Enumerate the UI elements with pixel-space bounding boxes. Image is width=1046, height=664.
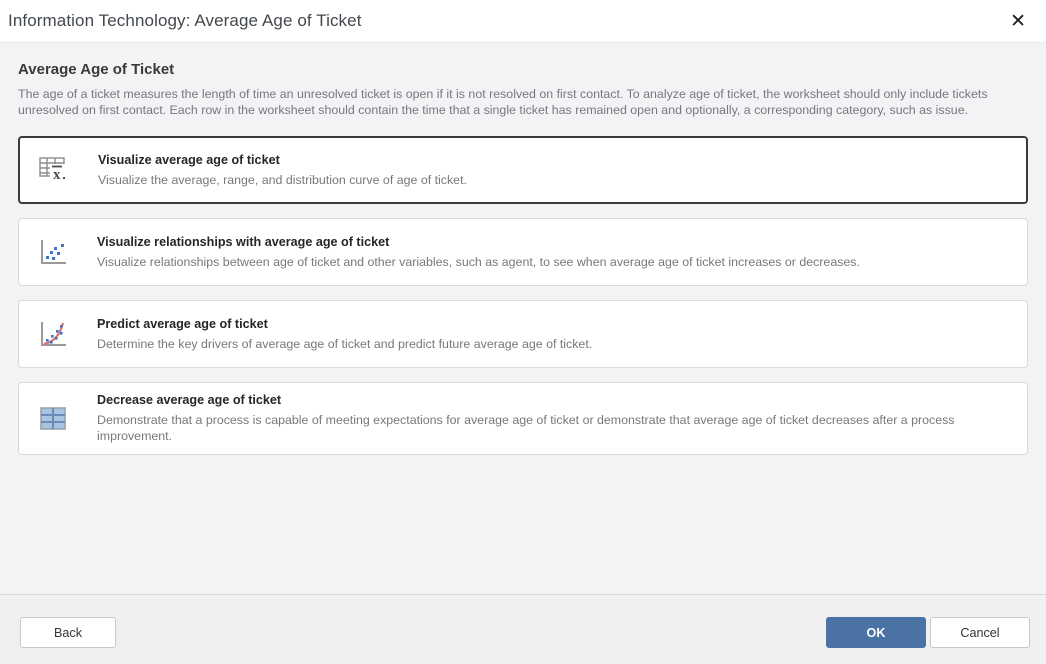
back-button[interactable]: Back <box>20 617 116 648</box>
dialog-titlebar: Information Technology: Average Age of T… <box>0 0 1046 43</box>
card-description: Visualize relationships between age of t… <box>97 254 860 269</box>
option-card-predict[interactable]: Predict average age of ticket Determine … <box>18 300 1028 368</box>
card-title: Predict average age of ticket <box>97 316 268 331</box>
dialog-footer: Back OK Cancel <box>0 594 1046 664</box>
ok-button[interactable]: OK <box>826 617 926 648</box>
card-title: Visualize relationships with average age… <box>97 234 390 249</box>
dialog-title: Information Technology: Average Age of T… <box>8 11 362 30</box>
card-description: Determine the key drivers of average age… <box>97 336 593 351</box>
option-card-visualize[interactable]: x Visualize average age of ticket Visual… <box>18 136 1028 204</box>
scatterplot-icon <box>35 235 71 269</box>
prediction-curve-icon <box>35 317 71 351</box>
page-title: Average Age of Ticket <box>18 61 175 78</box>
intro-text: The age of a ticket measures the length … <box>18 87 988 117</box>
close-icon[interactable]: ✕ <box>1010 10 1026 32</box>
option-card-relationships[interactable]: Visualize relationships with average age… <box>18 218 1028 286</box>
cancel-button[interactable]: Cancel <box>930 617 1030 648</box>
dialog-content: Average Age of Ticket The age of a ticke… <box>0 43 1046 594</box>
card-description: Visualize the average, range, and distri… <box>98 172 467 187</box>
worksheet-mean-icon: x <box>36 153 72 187</box>
card-title: Visualize average age of ticket <box>98 152 280 167</box>
svg-text:x: x <box>53 167 61 183</box>
card-description: Demonstrate that a process is capable of… <box>97 413 955 443</box>
option-card-decrease[interactable]: Decrease average age of ticket Demonstra… <box>18 382 1028 455</box>
capability-table-icon <box>35 402 71 436</box>
card-title: Decrease average age of ticket <box>97 393 282 407</box>
